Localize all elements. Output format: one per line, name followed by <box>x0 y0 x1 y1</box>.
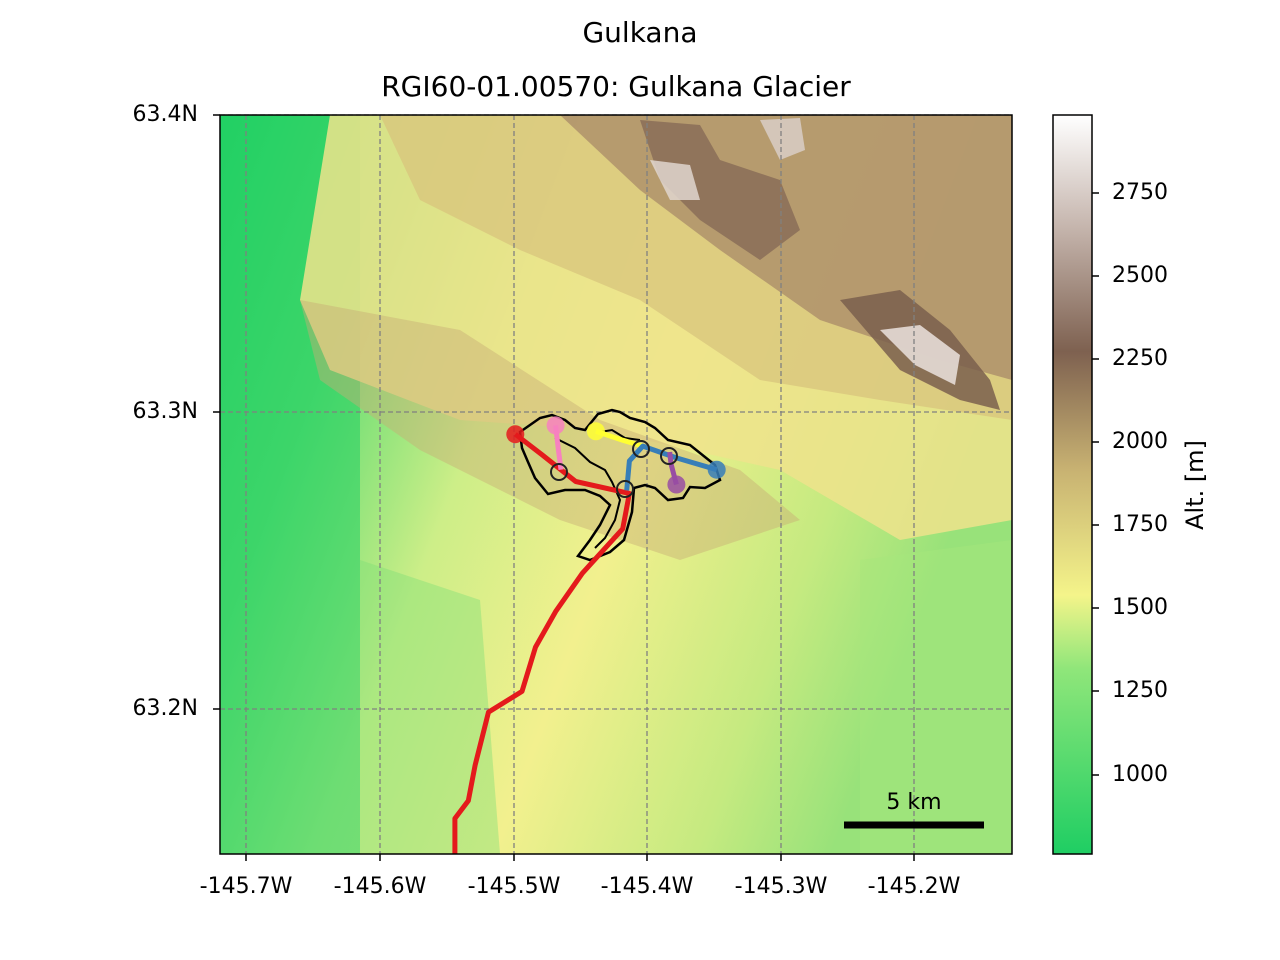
flowline-head-1 <box>506 425 525 444</box>
colorbar-label: Alt. [m] <box>1181 440 1209 530</box>
lon-tick-label: -145.2W <box>867 874 961 899</box>
colorbar-tick-label: 1250 <box>1112 678 1168 703</box>
elevation-raster <box>220 115 1012 854</box>
colorbar-tick-label: 1750 <box>1112 512 1168 537</box>
flowline-4 <box>624 443 718 491</box>
flowline-head-2 <box>546 416 565 435</box>
colorbar-tick-label: 2500 <box>1112 263 1168 288</box>
flowline-3 <box>595 428 644 449</box>
lon-tick-label: -145.4W <box>600 874 694 899</box>
figure-title: Gulkana <box>582 16 698 49</box>
lon-tick-label: -145.5W <box>467 874 561 899</box>
glacier-outline-inner <box>554 428 641 549</box>
colorbar-tick-label: 1500 <box>1112 595 1168 620</box>
colorbar <box>1052 114 1093 855</box>
flowline-head-3 <box>586 422 605 441</box>
lon-tick-label: -145.7W <box>199 874 293 899</box>
flowline-junctions <box>550 440 678 498</box>
lat-tick-label: 63.3N <box>132 399 198 424</box>
lat-tick-label: 63.2N <box>132 696 198 721</box>
colorbar-ticks <box>1092 192 1099 776</box>
flowline-head-5 <box>667 475 686 494</box>
junction-marker <box>550 463 568 481</box>
map-frame <box>219 114 1013 855</box>
scale-bar-label: 5 km <box>886 790 942 815</box>
flowlines <box>452 416 726 854</box>
flowline-head-4 <box>707 460 726 479</box>
map-subtitle: RGI60-01.00570: Gulkana Glacier <box>381 70 851 103</box>
lon-tick-label: -145.6W <box>333 874 427 899</box>
axis-ticks <box>213 114 915 861</box>
colorbar-tick-label: 2250 <box>1112 346 1168 371</box>
colorbar-tick-label: 2750 <box>1112 180 1168 205</box>
junction-marker <box>660 447 678 465</box>
glacier-outline <box>518 408 722 562</box>
flowline-1 <box>452 432 632 854</box>
lat-tick-label: 63.4N <box>132 102 198 127</box>
junction-marker <box>632 440 650 458</box>
junction-marker <box>616 480 634 498</box>
lon-tick-label: -145.3W <box>734 874 828 899</box>
colorbar-tick-label: 1000 <box>1112 762 1168 787</box>
colorbar-tick-label: 2000 <box>1112 429 1168 454</box>
